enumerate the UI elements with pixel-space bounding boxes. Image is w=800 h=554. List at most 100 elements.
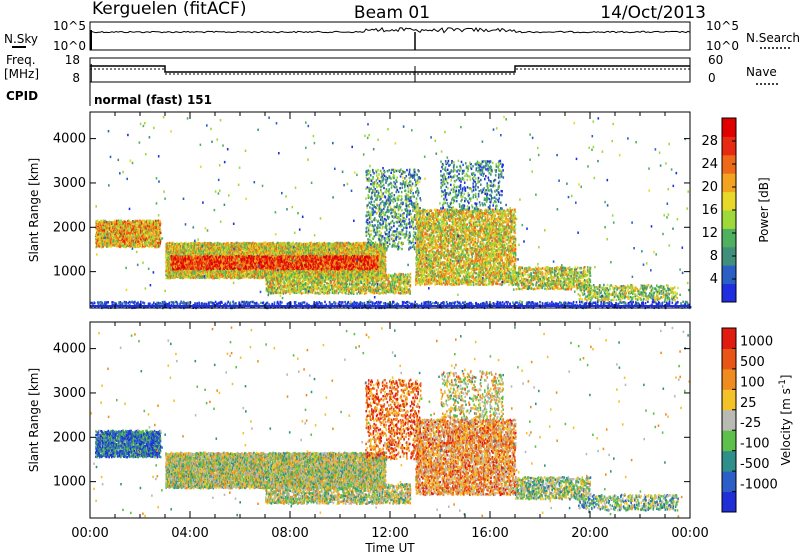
scatter-cell: [107, 222, 110, 225]
scatter-cell: [210, 270, 212, 273]
scatter-cell: [158, 234, 161, 237]
scatter-cell: [119, 241, 122, 244]
scatter-cell: [103, 234, 106, 237]
scatter-cell: [100, 231, 103, 234]
scatter-cell: [134, 245, 136, 249]
scatter-cell: [144, 244, 146, 247]
scatter-cell: [158, 229, 160, 232]
scatter-cell: [183, 242, 186, 245]
scatter-cell: [113, 221, 115, 224]
scatter-cell: [134, 236, 137, 239]
scatter-cell: [188, 247, 191, 250]
scatter-cell: [192, 244, 194, 248]
scatter-cell: [153, 229, 155, 232]
scatter-cell: [153, 234, 155, 237]
scatter-cell: [200, 253, 203, 256]
scatter-cell: [138, 233, 141, 236]
scatter-cell: [117, 224, 119, 227]
scatter-cell: [123, 232, 126, 236]
freq-trace: [90, 64, 690, 82]
scatter-cell: [212, 245, 215, 248]
nsky-left-tick-bottom: 10^0: [53, 39, 86, 53]
scatter-cell: [122, 221, 125, 225]
scatter-cell: [97, 220, 99, 223]
scatter-cell: [204, 271, 207, 274]
scatter-cell: [180, 241, 182, 245]
scatter-cell: [109, 243, 111, 246]
scatter-cell: [111, 225, 113, 228]
scatter-cell: [100, 221, 103, 224]
scatter-cell: [121, 223, 124, 226]
scatter-cell: [217, 250, 220, 254]
scatter-cell: [143, 225, 146, 228]
scatter-cell: [102, 227, 105, 230]
scatter-cell: [178, 242, 181, 246]
scatter-cell: [152, 239, 155, 242]
scatter-cell: [144, 238, 147, 242]
scatter-cell: [207, 242, 209, 245]
scatter-cell: [128, 229, 130, 233]
scatter-cell: [195, 246, 198, 250]
scatter-cell: [190, 248, 192, 251]
scatter-cell: [137, 243, 139, 247]
scatter-cell: [107, 233, 110, 236]
scatter-cell: [119, 225, 121, 229]
scatter-cell: [195, 253, 198, 256]
scatter-cell: [165, 261, 167, 264]
scatter-cell: [124, 235, 126, 238]
scatter-cell: [172, 245, 174, 248]
scatter-cell: [118, 227, 120, 230]
scatter-cell: [167, 249, 169, 252]
scatter-cell: [104, 223, 106, 226]
scatter-cell: [159, 236, 162, 239]
scatter-cell: [146, 235, 149, 239]
scatter-cell: [148, 229, 150, 232]
scatter-cell: [143, 243, 146, 247]
scatter-cell: [172, 274, 175, 277]
scatter-cell: [193, 246, 196, 249]
scatter-cell: [149, 219, 152, 222]
scatter-cell: [215, 247, 217, 250]
scatter-cell: [119, 219, 122, 222]
scatter-cell: [196, 247, 199, 250]
scatter-cell: [156, 220, 159, 224]
scatter-cell: [215, 276, 217, 279]
scatter-cell: [96, 239, 99, 243]
scatter-cell: [123, 228, 126, 231]
scatter-cell: [143, 245, 146, 248]
scatter-cell: [150, 230, 152, 234]
scatter-cell: [207, 269, 209, 272]
freq-left-tick-top: 18: [65, 53, 80, 67]
scatter-cell: [102, 230, 105, 234]
freq-frame: [89, 57, 691, 83]
scatter-cell: [151, 222, 154, 225]
scatter-cell: [159, 222, 162, 225]
scatter-cell: [150, 220, 153, 223]
scatter-cell: [99, 242, 101, 246]
scatter-cell: [113, 227, 115, 230]
scatter-cell: [144, 223, 146, 227]
scatter-cell: [148, 233, 150, 237]
scatter-cell: [118, 229, 120, 232]
scatter-cell: [169, 271, 171, 274]
scatter-cell: [133, 242, 135, 245]
scatter-cell: [140, 242, 143, 245]
scatter-cell: [95, 224, 97, 227]
scatter-cell: [119, 237, 121, 241]
scatter-cell: [95, 237, 97, 241]
scatter-cell: [200, 273, 202, 276]
scatter-cell: [179, 251, 181, 254]
scatter-cell: [143, 223, 145, 226]
scatter-cell: [105, 230, 108, 234]
scatter-cell: [188, 273, 191, 276]
scatter-cell: [148, 223, 151, 226]
freq-label-line1: Freq.: [6, 53, 36, 67]
scatter-cell: [141, 222, 143, 225]
scatter-cell: [116, 245, 118, 248]
scatter-cell: [184, 250, 187, 254]
scatter-cell: [150, 223, 152, 226]
scatter-cell: [187, 269, 189, 272]
scatter-cell: [142, 220, 144, 223]
scatter-cell: [104, 228, 106, 231]
scatter-cell: [156, 228, 159, 231]
